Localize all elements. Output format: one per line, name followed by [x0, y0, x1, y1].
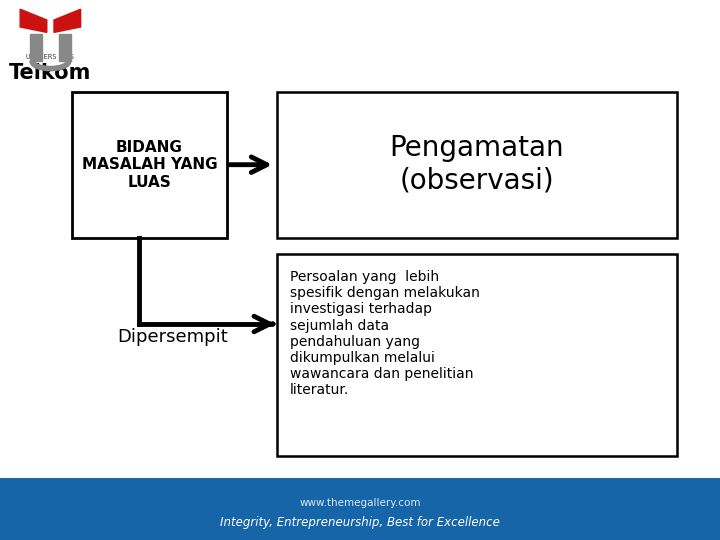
Text: UNIVERS TAS: UNIVERS TAS: [27, 53, 74, 60]
Polygon shape: [20, 9, 47, 32]
FancyBboxPatch shape: [0, 478, 720, 540]
Text: Dipersempit: Dipersempit: [117, 328, 228, 347]
FancyBboxPatch shape: [277, 254, 677, 456]
Text: Telkom: Telkom: [9, 63, 91, 83]
Text: Persoalan yang  lebih
spesifik dengan melakukan
investigasi terhadap
sejumlah da: Persoalan yang lebih spesifik dengan mel…: [290, 270, 480, 397]
Text: BIDANG
MASALAH YANG
LUAS: BIDANG MASALAH YANG LUAS: [81, 140, 217, 190]
Text: Integrity, Entrepreneurship, Best for Excellence: Integrity, Entrepreneurship, Best for Ex…: [220, 516, 500, 529]
Bar: [30, 34, 42, 61]
Text: www.themegallery.com: www.themegallery.com: [300, 498, 420, 508]
Polygon shape: [54, 9, 81, 32]
FancyBboxPatch shape: [72, 92, 227, 238]
Text: Pengamatan
(observasi): Pengamatan (observasi): [390, 134, 564, 195]
Bar: [59, 34, 71, 61]
FancyBboxPatch shape: [277, 92, 677, 238]
